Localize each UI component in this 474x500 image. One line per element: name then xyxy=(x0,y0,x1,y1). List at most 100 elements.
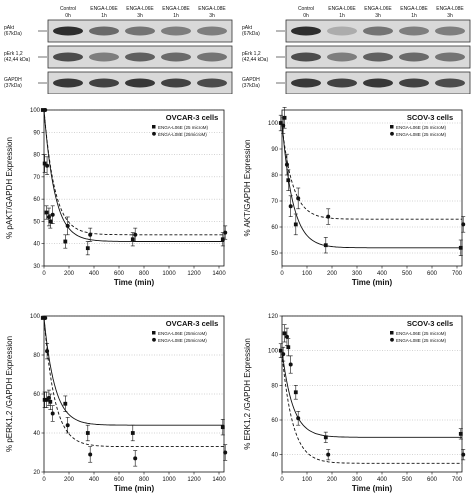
data-point-circle xyxy=(46,214,51,219)
data-point-square xyxy=(85,246,90,251)
data-point-square xyxy=(278,121,283,125)
legend-label: ENGA-L08E (25microM) xyxy=(158,338,207,343)
data-point-circle xyxy=(88,452,93,457)
fit-curve-solid xyxy=(281,122,462,249)
data-point-circle xyxy=(45,349,50,354)
blot-band xyxy=(327,52,357,62)
fit-curve-dashed xyxy=(281,354,462,464)
blot-band xyxy=(291,52,321,62)
data-point-circle xyxy=(133,456,138,461)
data-point-circle xyxy=(46,395,51,400)
y-tick-label: 90 xyxy=(271,147,278,153)
data-point-circle xyxy=(45,163,50,168)
data-point-square xyxy=(63,239,68,244)
y-tick-label: 40 xyxy=(33,431,40,437)
blot-column-time: 1h xyxy=(339,13,345,19)
blot-row-kda: (37kDa) xyxy=(4,83,22,89)
y-tick-label: 120 xyxy=(268,314,279,320)
y-tick-label: 90 xyxy=(33,130,40,136)
chart-ovcar3-perk: 0 200 400 600 800 1000 1200 1400 20 40 60 80 100 Time… xyxy=(5,314,228,493)
blot-band xyxy=(399,26,429,36)
data-point-circle xyxy=(296,416,301,421)
data-point-square xyxy=(458,245,463,250)
data-point-circle xyxy=(65,423,70,428)
data-point-square xyxy=(458,431,463,436)
blot-band xyxy=(53,52,83,62)
blot-band xyxy=(125,78,155,88)
blot-band xyxy=(435,26,465,36)
data-point-square xyxy=(282,331,287,336)
y-tick-label: 50 xyxy=(271,251,278,257)
data-point-circle xyxy=(288,204,293,209)
data-point-circle xyxy=(65,223,70,228)
data-point-square xyxy=(63,401,68,406)
x-tick-label: 0 xyxy=(42,477,46,483)
blot-column-time: 0h xyxy=(303,13,309,19)
fit-curve-dashed xyxy=(281,125,462,220)
blot-row-kda: (42,44 kDa) xyxy=(242,57,268,63)
blot-row-label: GAPDH xyxy=(242,77,260,83)
x-tick-label: 1000 xyxy=(162,477,176,483)
y-tick-label: 50 xyxy=(33,219,40,225)
blot-band xyxy=(125,26,155,36)
western-blot-right: Control0hENGA-L06E1hENGA-L06E3hENGA-L08E… xyxy=(240,4,472,94)
blot-band xyxy=(89,26,119,36)
y-tick-label: 60 xyxy=(271,418,278,424)
blot-band xyxy=(327,26,357,36)
y-tick-label: 80 xyxy=(33,153,40,159)
y-tick-label: 40 xyxy=(33,242,40,248)
blot-band xyxy=(197,52,227,62)
data-point-circle xyxy=(281,352,286,357)
blot-column-treatment: ENGA-L06E xyxy=(126,6,154,12)
x-tick-label: 0 xyxy=(42,271,46,277)
x-tick-label: 600 xyxy=(427,477,438,483)
legend-marker-square xyxy=(152,125,156,129)
legend-label: ENGA-L08E (25microM) xyxy=(158,132,207,137)
western-blot-left: Control0hENGA-L06E1hENGA-L06E3hENGA-L08E… xyxy=(2,4,234,94)
blot-band xyxy=(399,52,429,62)
plot-frame xyxy=(43,109,225,267)
blot-column-time: 3h xyxy=(209,13,215,19)
data-point-circle xyxy=(284,162,289,167)
y-tick-label: 60 xyxy=(33,197,40,203)
blot-row-kda: (42,44 kDa) xyxy=(4,57,30,63)
x-tick-label: 500 xyxy=(402,477,413,483)
blot-row-kda: (67kDa) xyxy=(4,31,22,37)
x-tick-label: 700 xyxy=(452,477,463,483)
blot-band xyxy=(161,52,191,62)
blot-band xyxy=(53,78,83,88)
legend-label: ENGA-L08E (25 microM) xyxy=(396,132,447,137)
data-point-square xyxy=(48,399,53,404)
data-point-circle xyxy=(50,411,55,416)
data-point-square xyxy=(44,397,49,402)
y-axis-label: % AKT/GAPDH Expression xyxy=(243,140,252,237)
blot-band xyxy=(363,26,393,36)
y-tick-label: 70 xyxy=(33,175,40,181)
blot-row-kda: (37kDa) xyxy=(242,83,260,89)
y-tick-label: 100 xyxy=(268,121,279,127)
x-axis-label: Time (min) xyxy=(352,484,393,493)
blot-column-treatment: Control xyxy=(60,6,76,12)
blot-band xyxy=(327,78,357,88)
blot-column-time: 0h xyxy=(65,13,71,19)
data-point-square xyxy=(323,243,328,248)
x-tick-label: 400 xyxy=(89,477,100,483)
legend-label: ENGA-L06E (25microM) xyxy=(158,331,207,336)
data-point-square xyxy=(278,348,283,353)
legend-marker-square xyxy=(390,331,394,335)
y-tick-label: 60 xyxy=(33,392,40,398)
data-point-square xyxy=(44,210,49,215)
data-point-circle xyxy=(461,452,466,457)
blot-column-treatment: ENGA-L06E xyxy=(90,6,118,12)
y-tick-label: 100 xyxy=(268,349,279,355)
blot-band xyxy=(161,26,191,36)
y-tick-label: 80 xyxy=(33,353,40,359)
x-tick-label: 400 xyxy=(377,477,388,483)
blot-row-label: pErk 1,2 xyxy=(242,51,261,57)
blot-band xyxy=(399,78,429,88)
data-point-circle xyxy=(284,334,289,339)
legend-marker-circle xyxy=(390,337,394,342)
data-point-square xyxy=(40,316,45,320)
blot-column-treatment: ENGA-L08E xyxy=(198,6,226,12)
y-axis-label: % pERK1,2 /GAPDH Expression xyxy=(5,336,14,452)
